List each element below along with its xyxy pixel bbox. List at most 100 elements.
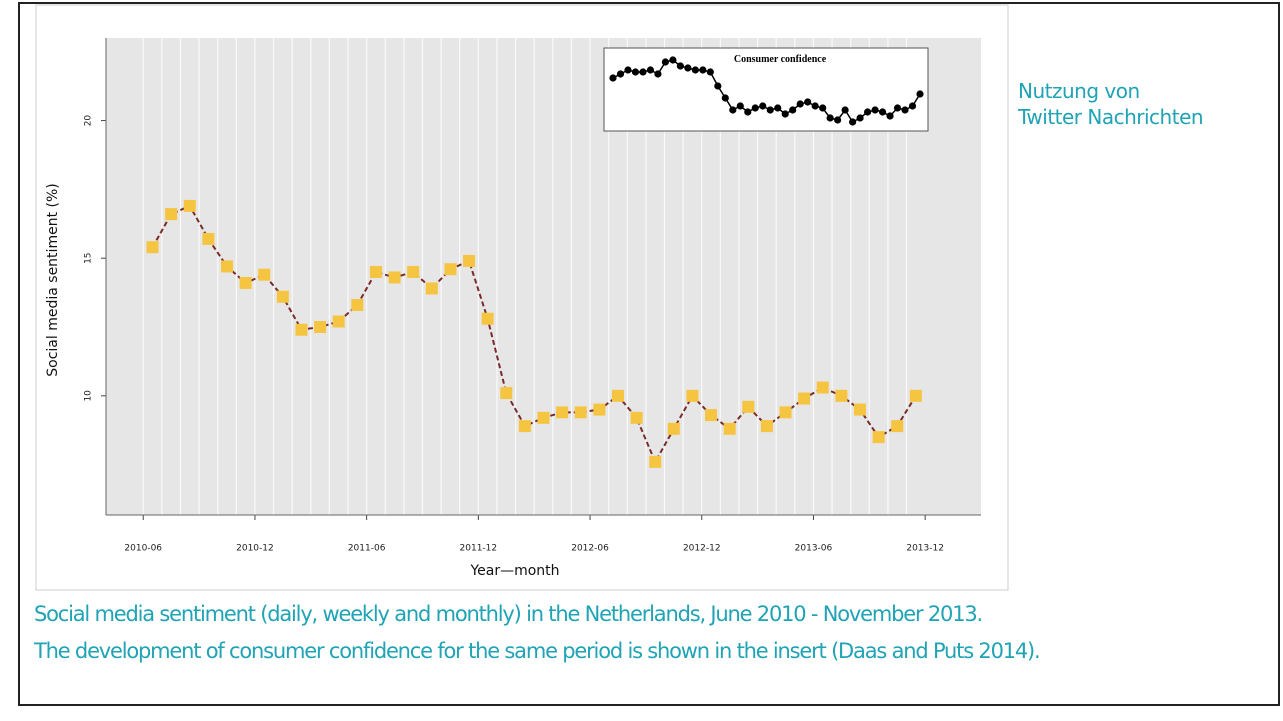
inset-point xyxy=(834,116,842,124)
x-tick-label: 2011-12 xyxy=(460,544,498,554)
inset-point xyxy=(901,106,909,114)
inset-point xyxy=(766,106,774,114)
inset-point xyxy=(804,98,812,106)
y-tick-label: 20 xyxy=(84,115,94,127)
monthly-marker xyxy=(425,282,438,295)
monthly-marker xyxy=(258,268,271,281)
inset-point xyxy=(631,68,640,76)
chart: Social media sentiment (%) Year—month 20… xyxy=(35,4,1009,591)
monthly-marker xyxy=(723,422,736,435)
x-tick-label: 2010-06 xyxy=(124,544,162,554)
inset-point xyxy=(856,114,864,122)
x-tick-label: 2010-12 xyxy=(236,544,274,554)
monthly-marker xyxy=(798,392,811,405)
y-tick-label: 10 xyxy=(84,390,94,402)
inset-point xyxy=(871,106,879,114)
inset-point xyxy=(893,104,902,112)
monthly-marker xyxy=(276,290,289,303)
inset-point xyxy=(609,74,617,82)
inset-point xyxy=(819,104,827,112)
x-axis-label: Year—month xyxy=(469,563,559,579)
x-tick-label: 2012-12 xyxy=(683,544,721,554)
monthly-marker xyxy=(295,323,308,336)
slide-frame xyxy=(18,2,1280,706)
inset-point xyxy=(759,102,767,110)
inset-point xyxy=(676,62,684,70)
monthly-marker xyxy=(221,260,234,273)
inset-point xyxy=(639,68,647,76)
monthly-marker xyxy=(463,254,476,267)
caption-line: Social media sentiment (daily, weekly an… xyxy=(34,602,983,626)
inset-point xyxy=(624,66,632,74)
monthly-marker xyxy=(332,315,345,328)
inset-point xyxy=(751,104,759,112)
monthly-marker xyxy=(872,431,885,444)
inset-box xyxy=(603,47,929,132)
inset-point xyxy=(789,106,797,114)
caption: Social media sentiment (daily, weekly an… xyxy=(34,596,1041,670)
monthly-marker xyxy=(314,321,327,334)
monthly-marker xyxy=(705,409,718,422)
monthly-marker xyxy=(630,411,643,424)
inset-point xyxy=(908,102,917,110)
inset-point xyxy=(863,108,872,116)
monthly-marker xyxy=(500,387,513,400)
monthly-marker xyxy=(351,298,364,311)
inset-point xyxy=(661,58,670,66)
inset-point xyxy=(684,64,692,72)
monthly-marker xyxy=(239,276,252,289)
monthly-marker xyxy=(183,199,196,212)
monthly-marker xyxy=(816,381,829,394)
inset-point xyxy=(736,102,744,110)
monthly-marker xyxy=(742,400,755,413)
y-tick-label: 15 xyxy=(84,252,94,263)
monthly-marker xyxy=(369,265,382,278)
side-note-line: Nutzung von xyxy=(1018,79,1140,103)
monthly-marker xyxy=(667,422,680,435)
inset-point xyxy=(691,66,699,74)
monthly-marker xyxy=(611,389,624,402)
inset-point xyxy=(721,94,729,102)
y-axis-label: Social media sentiment (%) xyxy=(45,183,61,376)
monthly-marker xyxy=(593,403,606,416)
x-tick-label: 2013-06 xyxy=(795,544,833,554)
side-note: Nutzung von Twitter Nachrichten xyxy=(1018,78,1204,130)
inset-point xyxy=(781,110,789,118)
monthly-marker xyxy=(909,389,922,402)
monthly-marker xyxy=(444,263,457,276)
side-note-line: Twitter Nachrichten xyxy=(1018,105,1204,129)
inset-point xyxy=(878,108,887,116)
monthly-marker xyxy=(853,403,866,416)
inset-point xyxy=(796,100,804,108)
inset-point xyxy=(744,108,752,116)
monthly-marker xyxy=(146,241,159,254)
x-tick-label: 2012-06 xyxy=(571,544,609,554)
inset-point xyxy=(654,70,662,78)
monthly-marker xyxy=(574,406,587,419)
inset-point xyxy=(706,68,714,76)
x-tick-label: 2013-12 xyxy=(906,544,944,554)
inset-title: Consumer confidence xyxy=(734,54,827,65)
inset-point xyxy=(616,70,625,78)
monthly-marker xyxy=(649,455,662,468)
inset-point xyxy=(646,66,655,74)
monthly-marker xyxy=(518,420,531,433)
inset-point xyxy=(729,106,737,114)
monthly-marker xyxy=(537,411,550,424)
inset-point xyxy=(699,66,707,74)
inset-point xyxy=(826,114,834,122)
caption-line: The development of consumer confidence f… xyxy=(34,639,1041,663)
inset-point xyxy=(841,106,849,114)
monthly-marker xyxy=(388,271,401,284)
inset-point xyxy=(886,112,894,120)
inset-point xyxy=(811,102,819,110)
inset-point xyxy=(714,82,722,90)
monthly-marker xyxy=(202,232,215,245)
monthly-marker xyxy=(760,420,773,433)
x-tick-label: 2011-06 xyxy=(348,544,386,554)
inset-point xyxy=(916,90,924,98)
monthly-marker xyxy=(481,312,494,325)
inset-point xyxy=(849,118,857,126)
monthly-marker xyxy=(165,208,178,221)
